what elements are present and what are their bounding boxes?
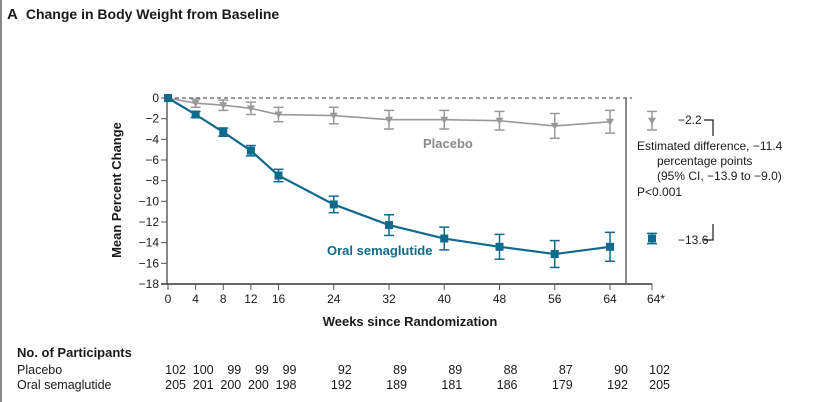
- participants-cell: 192: [330, 378, 352, 392]
- participants-cell: 189: [386, 378, 407, 392]
- data-point-placebo: [329, 112, 338, 120]
- participants-cell: 181: [441, 378, 463, 392]
- y-tick-label: −2: [145, 112, 159, 126]
- participants-cell: 92: [337, 363, 352, 377]
- annotation-line2: percentage points: [657, 154, 752, 168]
- participants-cell: 88: [503, 363, 518, 377]
- x-tick-label: 8: [220, 292, 227, 306]
- data-point-semaglutide: [274, 171, 283, 180]
- x-tick-label: 56: [548, 292, 562, 306]
- annotation-line1: Estimated difference, −11.4: [637, 139, 783, 153]
- figure-title: A Change in Body Weight from Baseline: [7, 6, 279, 23]
- data-point-placebo: [550, 122, 559, 130]
- participants-cell: 205: [649, 378, 670, 392]
- data-point-placebo: [495, 117, 504, 125]
- participants-cell: 89: [393, 363, 407, 377]
- plot-marks: [164, 94, 657, 269]
- data-point-placebo: [440, 116, 449, 124]
- axes: 0−2−4−6−8−10−12−14−16−180 4 8 12 16 24 32 40 48 5…: [139, 91, 666, 306]
- participants-cell: 90: [614, 363, 628, 377]
- x-tick-label: 16: [272, 292, 286, 306]
- participants-cell: 87: [558, 363, 573, 377]
- data-point-semaglutide: [219, 128, 228, 137]
- placebo-estimate-label: −2.2: [678, 113, 702, 127]
- data-point-placebo: [219, 102, 228, 110]
- difference-bracket-top: [704, 119, 714, 136]
- participants-cell: 99: [254, 363, 269, 377]
- data-point-semaglutide: [550, 250, 559, 259]
- participants-cell: 192: [607, 378, 628, 392]
- x-tick-label: 40: [438, 292, 452, 306]
- data-point-semaglutide: [440, 234, 449, 243]
- data-point-semaglutide: [329, 200, 338, 209]
- data-point-semaglutide: [191, 110, 200, 119]
- participants-cell: 198: [275, 378, 297, 392]
- y-tick-label: −16: [139, 256, 160, 270]
- participants-cell: 102: [165, 363, 186, 377]
- estimate-point-placebo: [648, 117, 656, 125]
- participants-cell: 99: [227, 363, 242, 377]
- semaglutide-estimate-label: −13.6: [678, 233, 709, 247]
- data-point-placebo: [246, 105, 255, 113]
- y-tick-label: −12: [139, 215, 160, 229]
- data-point-placebo: [385, 116, 393, 124]
- data-point-semaglutide: [385, 221, 393, 230]
- participants-cell: 100: [192, 363, 214, 377]
- difference-bracket-bottom: [704, 224, 714, 241]
- y-tick-label: −8: [145, 174, 159, 188]
- title-text: Change in Body Weight from Baseline: [25, 6, 280, 22]
- x-tick-label: 32: [382, 292, 396, 306]
- placebo-series-label: Placebo: [423, 136, 473, 151]
- participants-cell: 200: [220, 378, 242, 392]
- participants-cell: 205: [165, 378, 186, 392]
- participants-cell: 179: [551, 378, 573, 392]
- x-tick-label: 24: [327, 292, 341, 306]
- data-point-placebo: [606, 118, 614, 126]
- x-tick-label: 4: [192, 292, 199, 306]
- data-point-semaglutide: [495, 242, 504, 251]
- data-point-placebo: [191, 100, 200, 108]
- x-tick-label: 64*: [647, 292, 665, 306]
- y-tick-label: −4: [145, 132, 159, 146]
- y-axis-title: Mean Percent Change: [109, 122, 124, 258]
- data-point-semaglutide: [164, 94, 172, 102]
- y-tick-label: −10: [139, 194, 160, 208]
- estimate-point-semaglutide: [648, 234, 656, 243]
- left-border-rule: [0, 0, 2, 402]
- participants-title: No. of Participants: [17, 345, 132, 360]
- x-tick-label: 64: [603, 292, 617, 306]
- annotation-line4: P<0.001: [637, 185, 682, 199]
- x-tick-label: 48: [493, 292, 507, 306]
- y-tick-label: −6: [145, 153, 159, 167]
- participants-row-label: Oral semaglutide: [17, 378, 112, 392]
- participants-cell: 102: [649, 363, 670, 377]
- y-tick-label: −18: [139, 277, 160, 291]
- data-point-placebo: [274, 111, 283, 119]
- data-point-semaglutide: [246, 146, 255, 155]
- participants-cell: 201: [192, 378, 214, 392]
- annotation-line3: (95% CI, −13.9 to −9.0): [657, 169, 782, 183]
- panel-label: A: [7, 6, 18, 23]
- participants-cell: 200: [248, 378, 269, 392]
- participants-cell: 89: [448, 363, 463, 377]
- participants-cell: 99: [282, 363, 297, 377]
- x-tick-label: 0: [165, 292, 172, 306]
- data-point-semaglutide: [606, 242, 614, 251]
- y-tick-label: 0: [152, 91, 159, 105]
- x-axis-title: Weeks since Randomization: [323, 314, 498, 329]
- participants-row-label: Placebo: [17, 363, 63, 377]
- participants-cell: 186: [496, 378, 518, 392]
- y-tick-label: −14: [139, 236, 160, 250]
- x-tick-label: 12: [244, 292, 258, 306]
- semaglutide-series-label: Oral semaglutide: [327, 243, 432, 258]
